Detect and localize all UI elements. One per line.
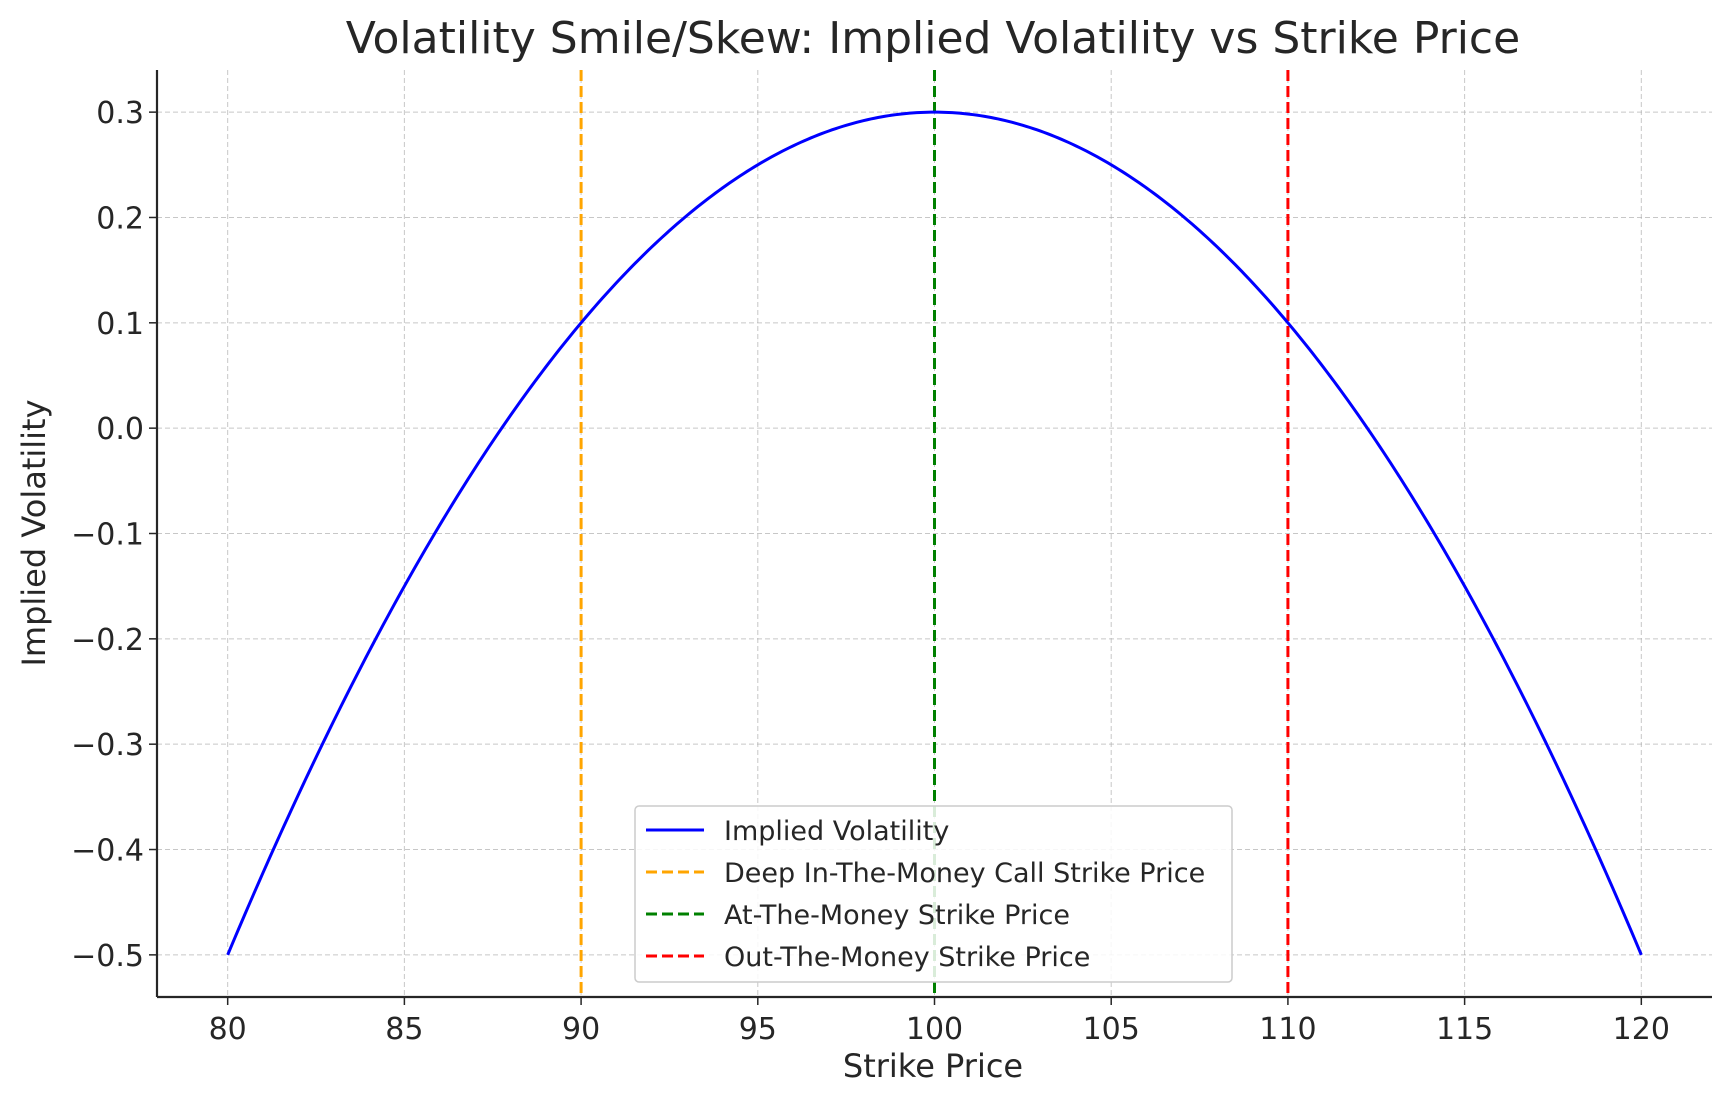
legend-label: Implied Volatility	[724, 816, 949, 847]
legend-box	[634, 805, 1233, 983]
legend: Implied Volatility Deep In-The-Money Call…	[634, 805, 1233, 983]
x-tick-label: 105	[1083, 1012, 1140, 1047]
x-tick-label: 85	[385, 1012, 423, 1047]
y-tick-label: −0.3	[71, 728, 144, 763]
ticks: 80 85 90 95 100 105 110 115 120 0.3 0.2 0.1 0.0 −0.1 −…	[71, 96, 1670, 1047]
x-tick-label: 90	[562, 1012, 600, 1047]
y-tick-label: −0.5	[71, 939, 144, 974]
x-tick-label: 120	[1613, 1012, 1670, 1047]
x-tick-label: 100	[906, 1012, 963, 1047]
series-layer	[226, 110, 1643, 956]
x-tick-label: 110	[1259, 1012, 1316, 1047]
x-axis-title: Strike Price	[843, 1047, 1023, 1085]
y-axis-title: Implied Volatility	[15, 399, 53, 666]
y-tick-label: −0.4	[71, 834, 144, 869]
y-tick-label: −0.2	[71, 623, 144, 658]
y-tick-label: 0.1	[96, 307, 144, 342]
x-tick-label: 115	[1436, 1012, 1493, 1047]
y-tick-label: 0.3	[96, 96, 144, 131]
chart-title: Volatility Smile/Skew: Implied Volatilit…	[346, 13, 1520, 64]
legend-label: Deep In-The-Money Call Strike Price	[724, 858, 1205, 889]
series-line-implied-volatility	[226, 110, 1643, 956]
x-tick-label: 80	[209, 1012, 247, 1047]
y-tick-label: −0.1	[71, 518, 144, 553]
x-tick-label: 95	[739, 1012, 777, 1047]
y-tick-label: 0.2	[96, 201, 144, 236]
y-tick-label: 0.0	[96, 412, 144, 447]
legend-label: At-The-Money Strike Price	[724, 900, 1070, 931]
legend-label: Out-The-Money Strike Price	[724, 942, 1090, 973]
